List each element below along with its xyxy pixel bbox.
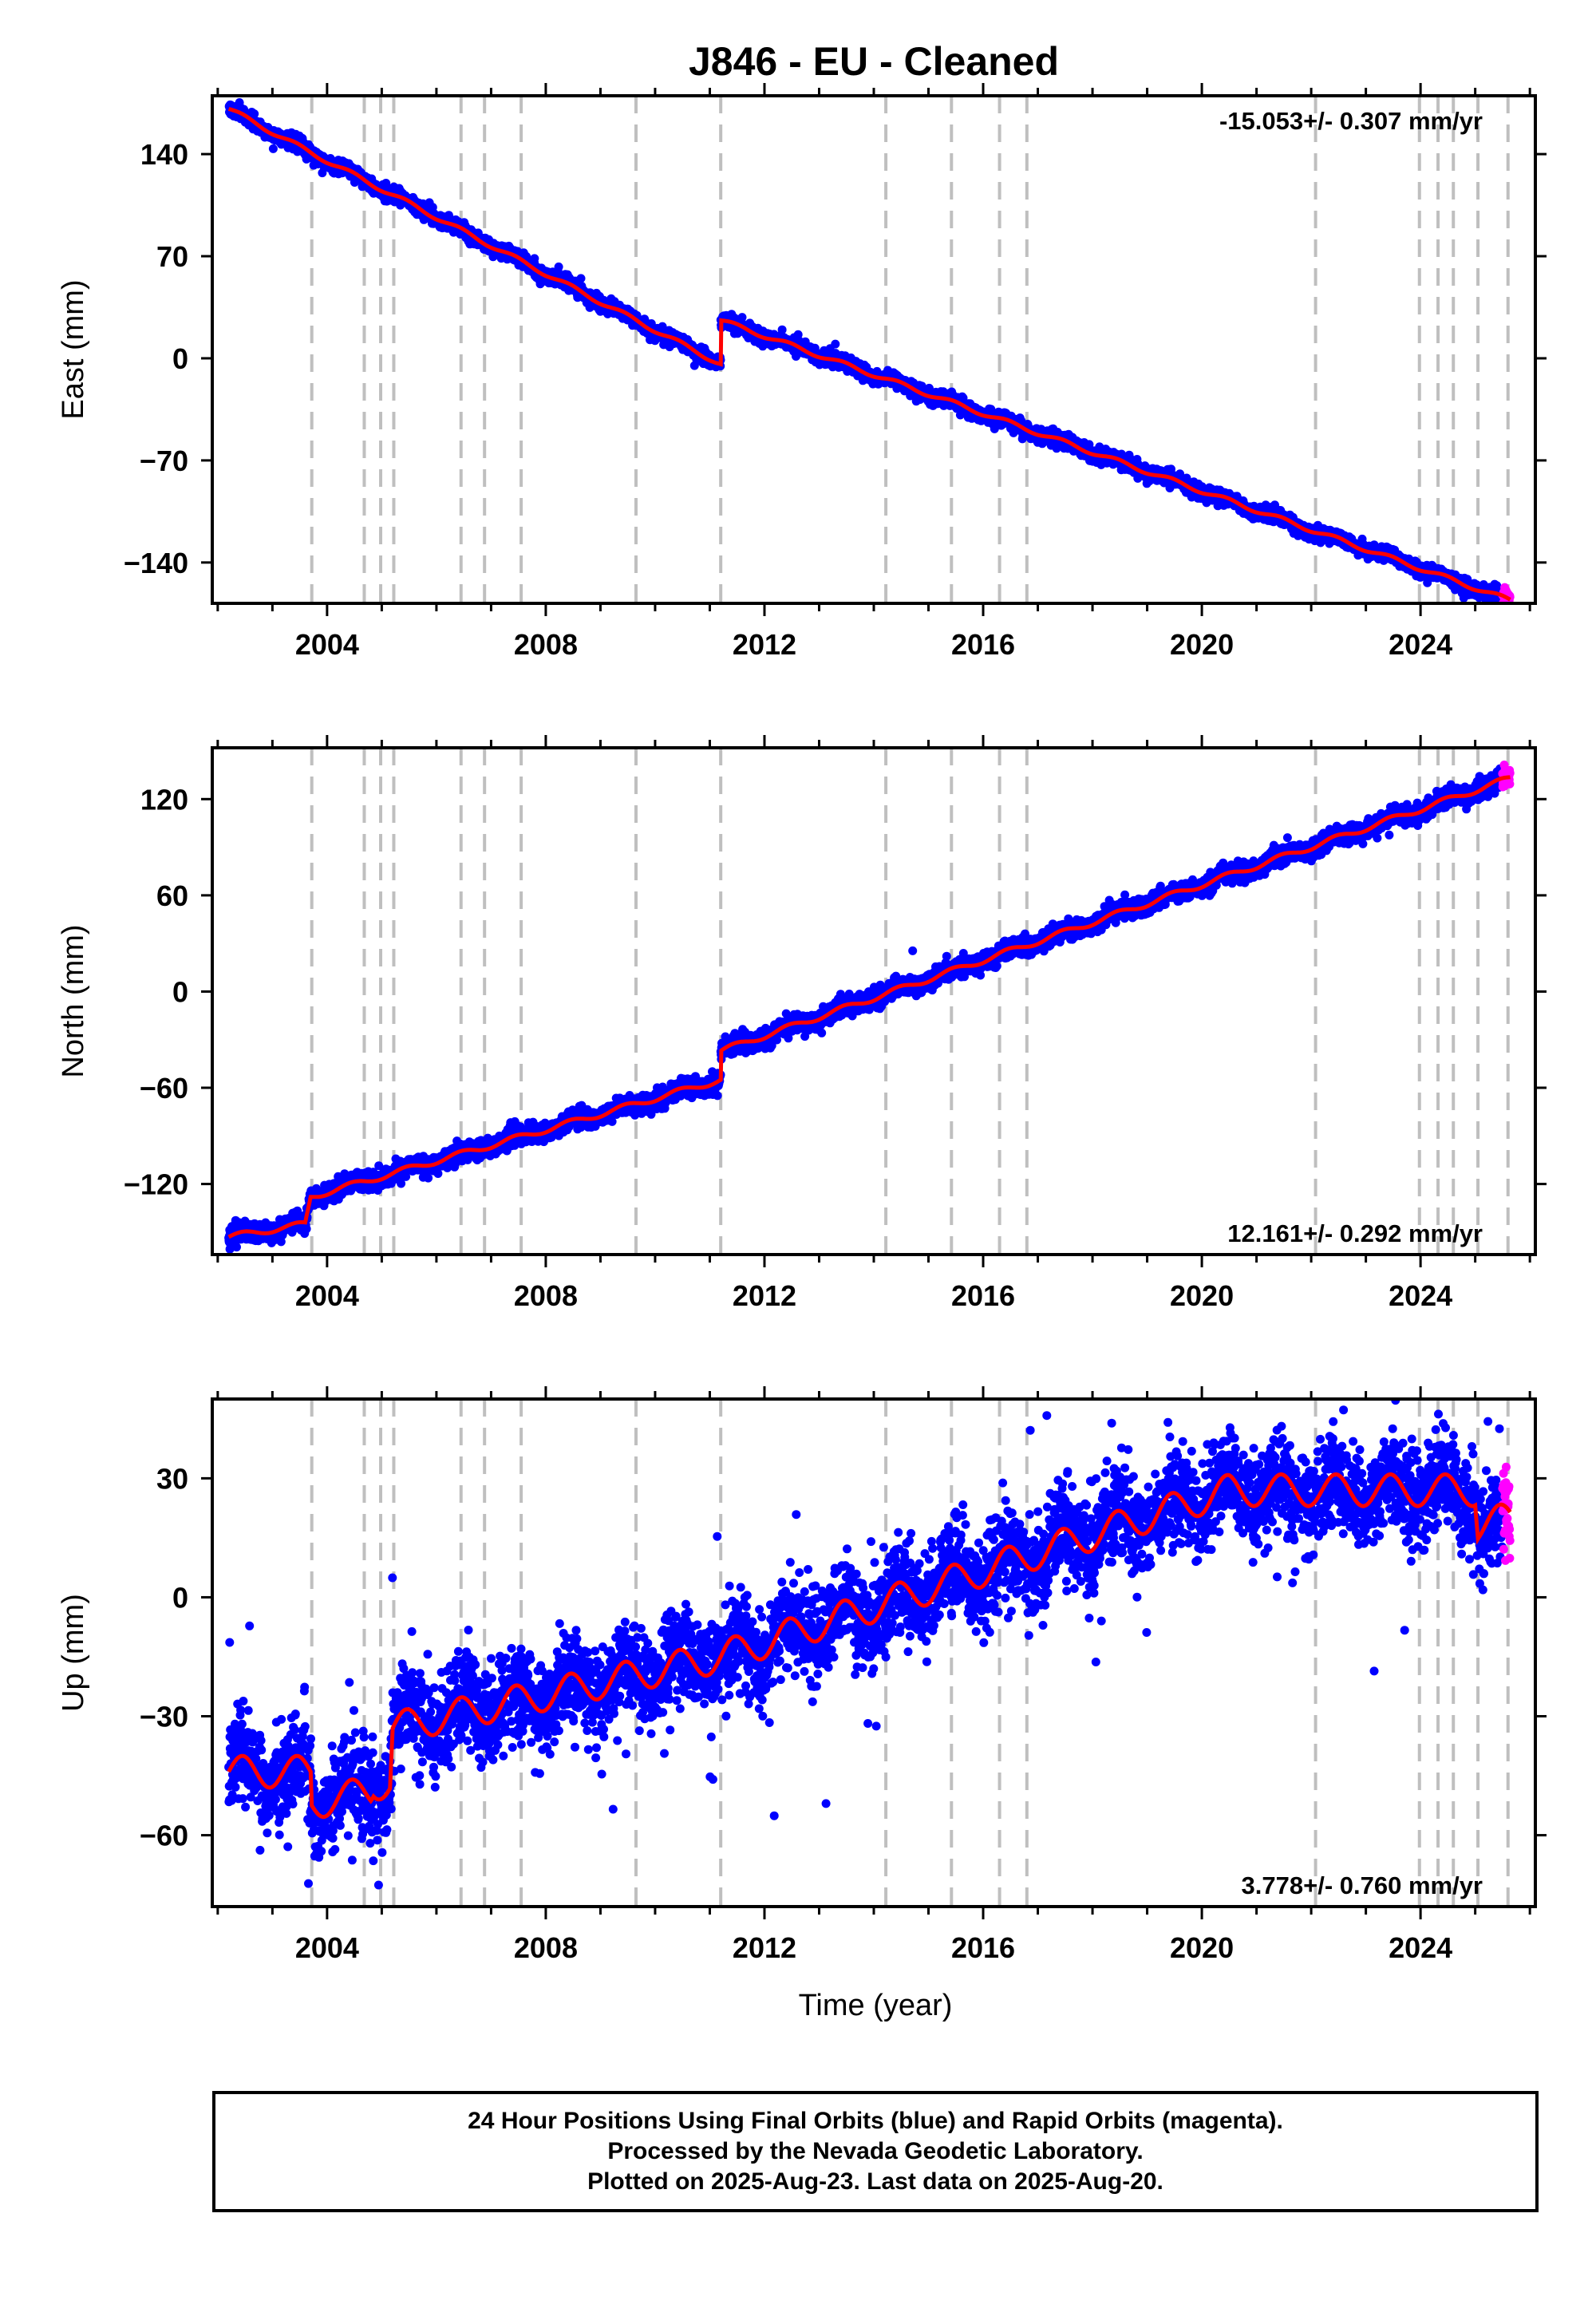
final-point <box>530 254 539 263</box>
final-point <box>268 144 278 153</box>
final-point <box>250 109 259 119</box>
data-points <box>224 98 1515 603</box>
figure-title: J846 - EU - Cleaned <box>689 39 1059 84</box>
final-point <box>554 262 563 271</box>
final-point <box>831 339 840 349</box>
final-point <box>576 274 586 283</box>
